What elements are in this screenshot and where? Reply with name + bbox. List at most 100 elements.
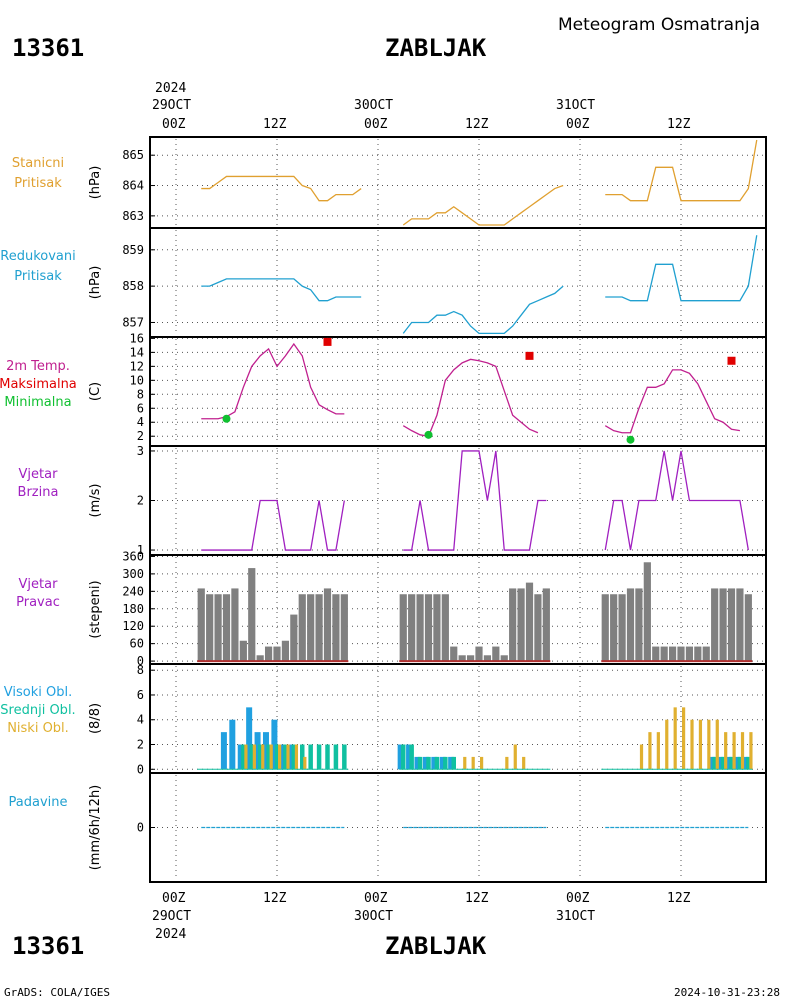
footer-timestamp: 2024-10-31-23:28 <box>674 986 780 999</box>
cloud-bar <box>434 756 440 770</box>
series-label: Vjetar <box>19 467 59 482</box>
top-hour-1: 00Z <box>162 117 186 132</box>
direction-bar <box>231 588 239 662</box>
ytick-label: 2 <box>137 494 144 508</box>
direction-bar <box>424 594 433 662</box>
ytick-label: 6 <box>137 688 144 702</box>
top-hour-2: 12Z <box>263 117 287 132</box>
cloud-bar <box>690 719 694 770</box>
tmax-marker <box>323 337 332 346</box>
top-year: 2024 <box>155 81 186 96</box>
direction-bar <box>668 646 677 662</box>
ylabel: (C) <box>88 382 103 401</box>
direction-bar <box>256 655 264 662</box>
ytick-label: 120 <box>122 619 144 633</box>
ytick-label: 0 <box>137 654 144 668</box>
ytick-label: 0 <box>137 821 144 835</box>
cloud-bar <box>278 744 282 770</box>
direction-bar <box>517 588 525 662</box>
station-name-bottom: ZABLJAK <box>385 932 487 960</box>
panel-sea_pressure: 857 858 859 (hPa) Redukovani Pritisak <box>0 227 767 338</box>
series-line <box>604 450 749 551</box>
ylabel: (m/s) <box>88 484 103 518</box>
cloud-bar <box>443 756 448 770</box>
cloud-bar <box>409 744 414 770</box>
top-hour-3: 00Z <box>364 117 388 132</box>
ytick-label: 14 <box>130 345 144 359</box>
cloud-bar <box>734 756 741 770</box>
cloud-bar <box>720 756 726 770</box>
cloud-bar <box>522 756 526 770</box>
cloud-bar <box>715 719 719 770</box>
cloud-bar <box>737 756 743 770</box>
cloud-bar <box>229 719 236 770</box>
direction-bar <box>466 655 475 662</box>
direction-bar <box>736 588 744 662</box>
bottom-date-2: 30OCT <box>354 909 393 924</box>
direction-bar <box>660 646 668 662</box>
ytick-label: 6 <box>137 401 144 415</box>
direction-bar <box>618 594 626 662</box>
direction-bar <box>601 594 609 662</box>
cloud-bar <box>283 744 288 770</box>
series-label: Niski Obl. <box>7 721 69 736</box>
cloud-bar <box>682 707 686 770</box>
temp-line <box>402 358 539 437</box>
cloud-bar <box>325 744 330 770</box>
panel-precipitation: 0 (mm/6h/12h) Padavine <box>9 772 767 883</box>
series-label: 2m Temp. <box>6 359 70 374</box>
series-label: Redukovani <box>0 249 75 264</box>
cloud-bar <box>406 744 413 770</box>
cloud-bar <box>303 756 307 770</box>
top-hour-4: 12Z <box>465 117 489 132</box>
cloud-bar <box>513 744 517 770</box>
ytick-label: 8 <box>137 387 144 401</box>
ytick-label: 863 <box>122 209 144 223</box>
cloud-bar <box>291 744 297 770</box>
direction-bar <box>643 562 651 662</box>
top-hour-6: 12Z <box>667 117 691 132</box>
ytick-label: 865 <box>122 148 144 162</box>
direction-bar <box>273 646 281 662</box>
cloud-bar <box>397 744 404 770</box>
cloud-bar <box>648 732 652 770</box>
direction-bar <box>458 655 466 662</box>
cloud-bar <box>246 707 253 770</box>
top-hour-5: 00Z <box>566 117 590 132</box>
ytick-label: 864 <box>122 179 144 193</box>
station-name-top: ZABLJAK <box>385 34 487 62</box>
direction-bar <box>264 646 273 662</box>
cloud-bar <box>252 744 256 770</box>
cloud-bar <box>308 744 313 770</box>
top-date-2: 30OCT <box>354 98 393 113</box>
tmin-marker <box>424 430 433 439</box>
cloud-bar <box>257 744 263 770</box>
bottom-year: 2024 <box>155 927 186 942</box>
temp-line <box>201 342 345 420</box>
direction-bar <box>509 588 517 662</box>
cloud-bar <box>417 756 423 770</box>
series-line <box>402 285 564 335</box>
direction-bar <box>694 646 702 662</box>
cloud-bar <box>271 719 278 770</box>
cloud-bar <box>656 732 660 770</box>
direction-bar <box>340 594 348 662</box>
direction-bar <box>652 646 660 662</box>
cloud-bar <box>342 744 347 770</box>
series-label: Pritisak <box>14 269 62 284</box>
ytick-label: 2 <box>137 429 144 443</box>
direction-bar <box>685 646 694 662</box>
series-label: Visoki Obl. <box>4 685 72 700</box>
cloud-bar <box>665 719 669 770</box>
cloud-bar <box>220 732 227 770</box>
direction-bar <box>534 594 542 662</box>
panel-frame <box>149 227 767 338</box>
series-line <box>201 278 362 302</box>
cloud-bar <box>249 744 254 770</box>
series-line <box>403 450 547 551</box>
cloud-bar <box>639 744 644 770</box>
cloud-bar <box>717 756 724 770</box>
cloud-bar <box>480 756 484 770</box>
direction-bar <box>408 594 416 662</box>
